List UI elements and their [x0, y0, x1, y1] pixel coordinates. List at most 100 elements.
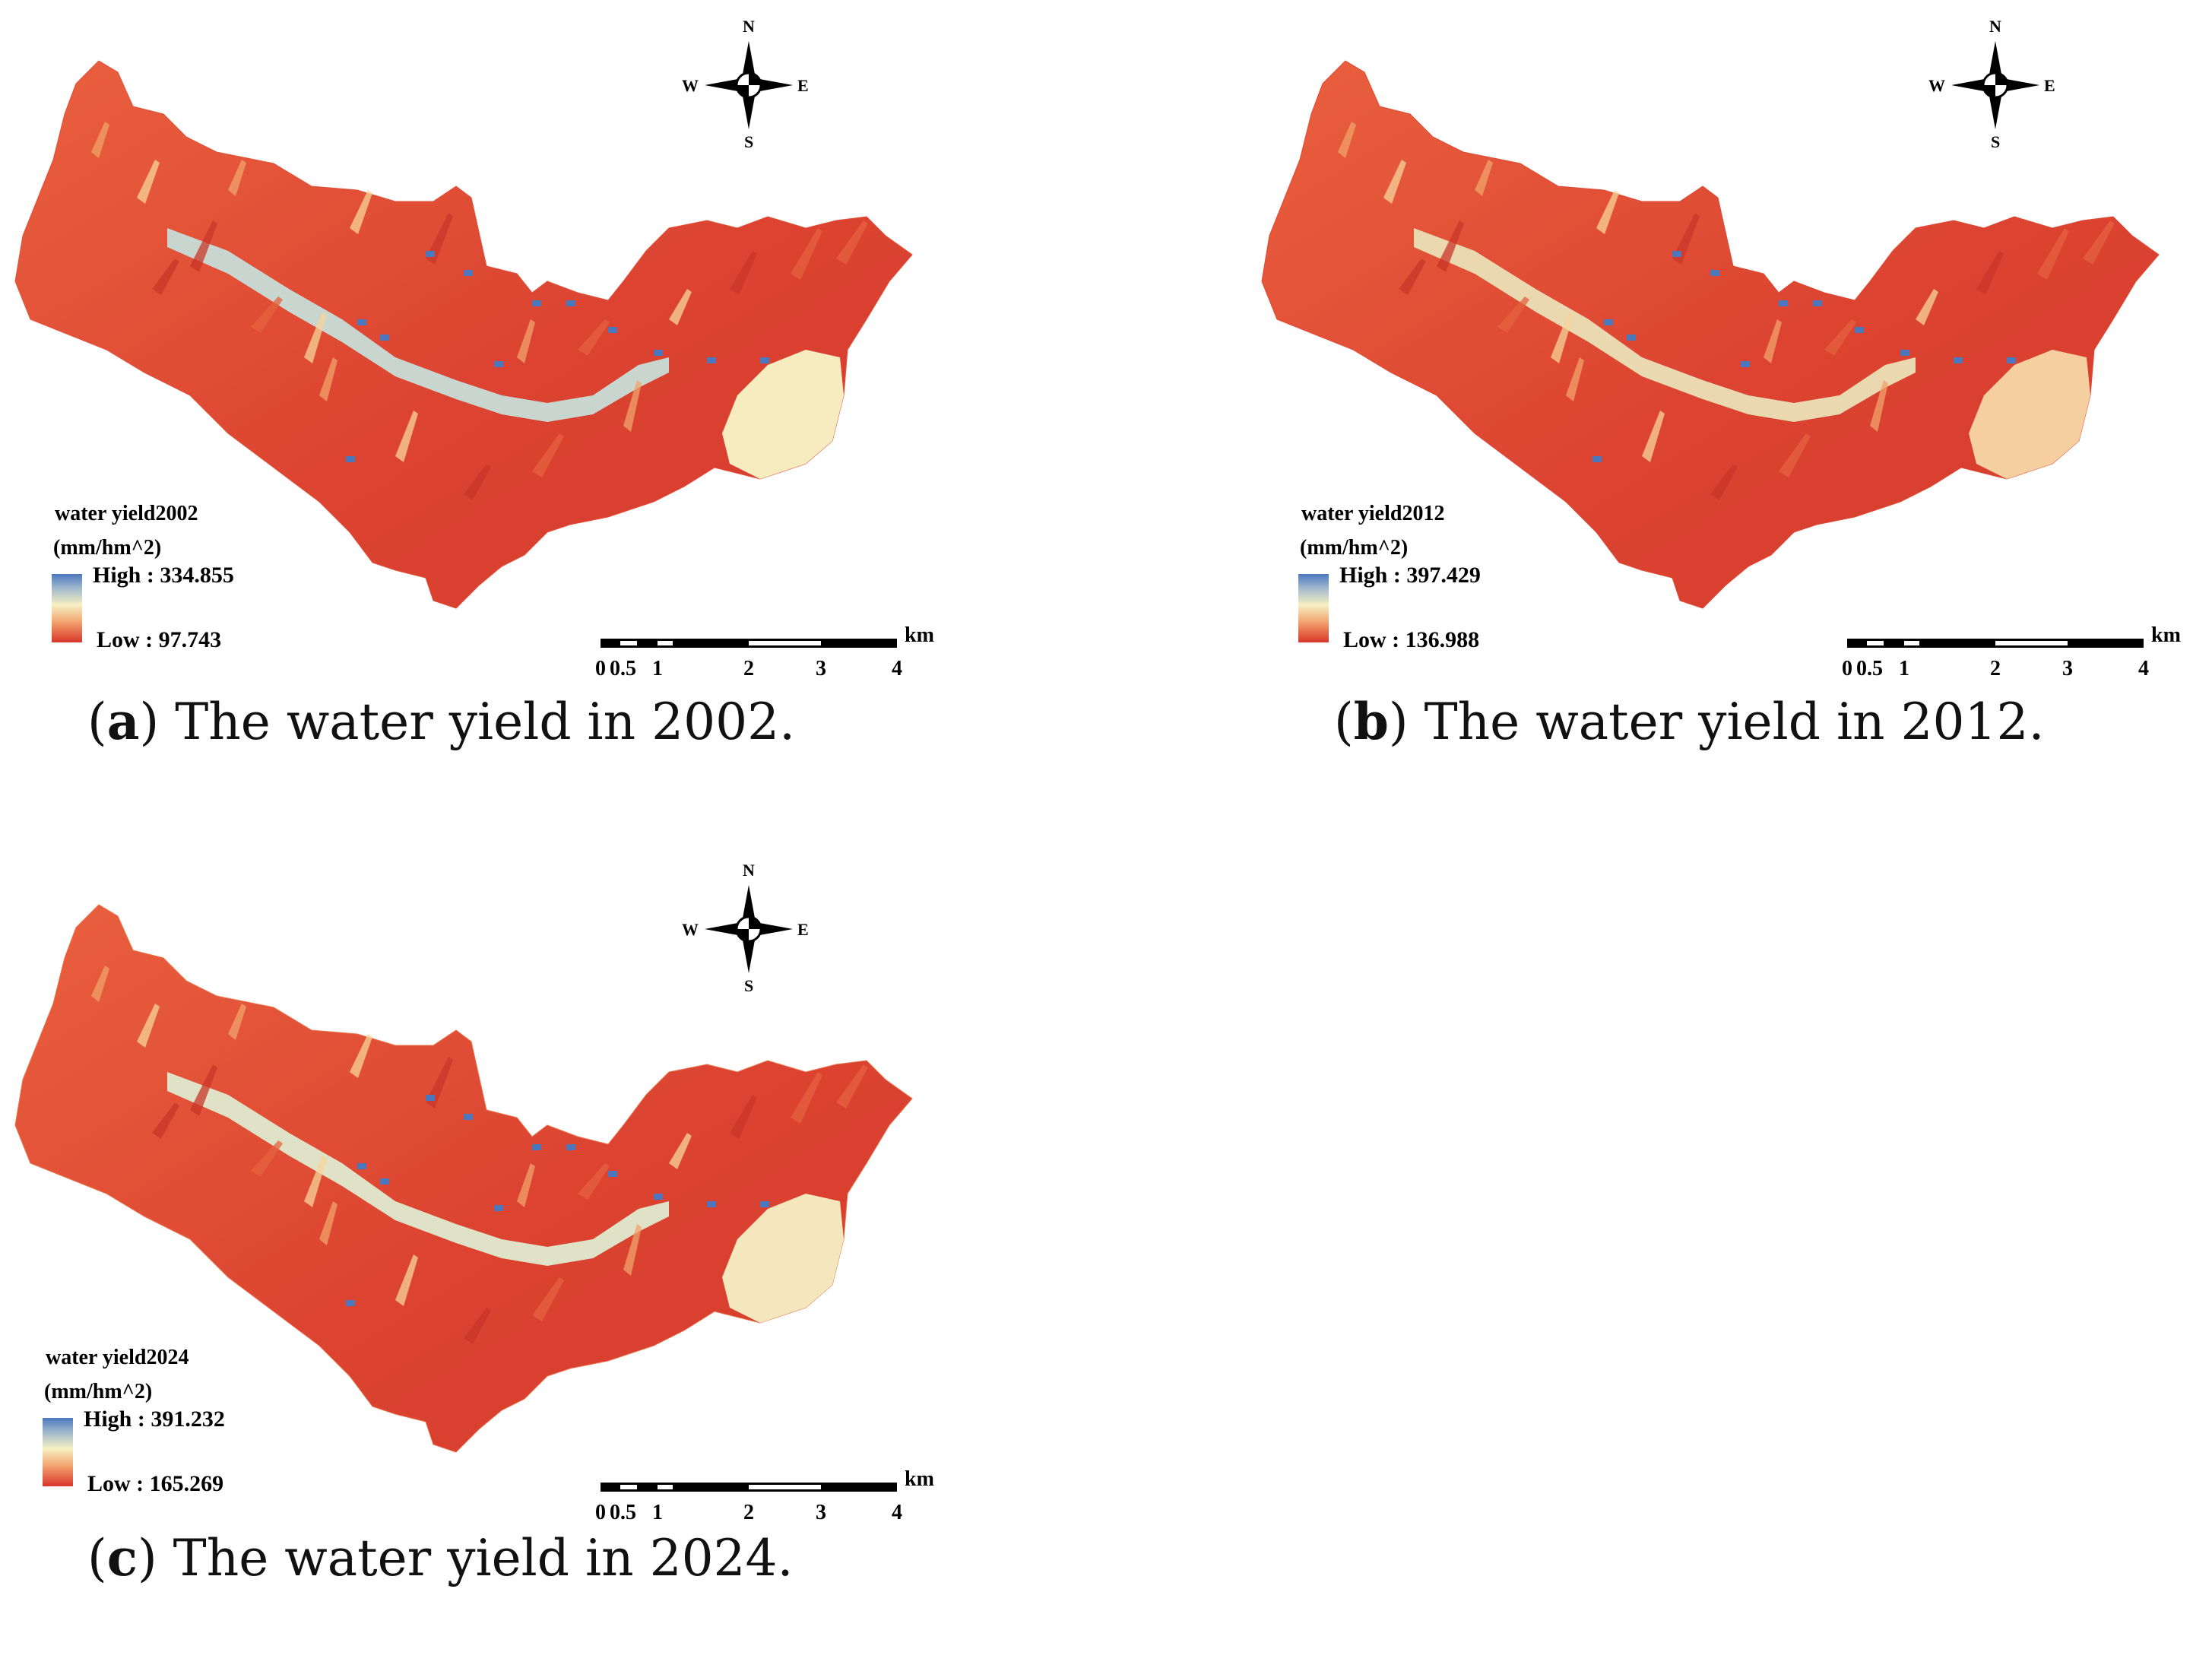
- terrain-streak: [836, 1064, 868, 1108]
- legend-low-value: Low : 165.269: [87, 1471, 224, 1496]
- water-body: [1741, 361, 1750, 367]
- water-body: [1855, 327, 1864, 333]
- terrain-streak: [1338, 122, 1356, 158]
- scale-tick-label: 3: [816, 1501, 826, 1524]
- watershed-map: [1261, 41, 2160, 648]
- legend-low-value: Low : 97.743: [97, 627, 222, 652]
- map-panel-2012: water yield2012 (mm/hm^2) High : 397.429…: [1247, 0, 2212, 760]
- terrain-streak: [251, 1140, 283, 1177]
- terrain-streak: [91, 122, 109, 158]
- water-body: [464, 270, 473, 276]
- panel-caption: (c) The water yield in 2024.: [87, 1528, 794, 1587]
- terrain-streak: [1779, 433, 1811, 477]
- scale-bar: [601, 1483, 897, 1492]
- terrain-streak: [517, 319, 535, 363]
- panel-caption: (b) The water yield in 2012.: [1334, 692, 2045, 751]
- compass-east-label: E: [797, 920, 809, 939]
- terrain-streak: [190, 220, 217, 272]
- terrain-streak: [228, 1004, 246, 1040]
- terrain-streak: [1870, 380, 1888, 432]
- terrain-streak: [791, 1072, 822, 1124]
- scale-tick-label: 2: [1990, 657, 2001, 680]
- terrain-streak: [791, 228, 822, 280]
- terrain-streak: [350, 190, 372, 234]
- water-body: [380, 335, 389, 341]
- terrain-streak: [251, 297, 283, 333]
- scale-tick-label: 0.5: [1856, 657, 1883, 680]
- scale-tick-label: 1: [652, 1501, 663, 1524]
- water-body: [760, 1201, 769, 1207]
- legend-unit: (mm/hm^2): [1300, 536, 1409, 560]
- terrain-streak: [190, 1064, 217, 1116]
- scale-tick-label: 2: [743, 657, 754, 680]
- watershed-map: [14, 885, 913, 1492]
- water-body: [426, 1095, 435, 1101]
- water-body: [464, 1114, 473, 1120]
- compass-south-label: S: [1991, 132, 2001, 151]
- terrain-streak: [2083, 220, 2115, 265]
- legend-high-value: High : 391.232: [84, 1407, 225, 1432]
- water-body: [346, 1300, 355, 1306]
- water-body: [1627, 335, 1636, 341]
- legend-unit: (mm/hm^2): [44, 1380, 153, 1403]
- terrain-streak: [152, 1102, 179, 1139]
- terrain-streak: [304, 1156, 327, 1207]
- water-body: [608, 327, 617, 333]
- scale-tick-label: 1: [652, 657, 663, 680]
- scale-tick-label: 0.5: [610, 1501, 636, 1524]
- water-body: [1779, 300, 1788, 306]
- map-panel-2024: water yield2024 (mm/hm^2) High : 391.232…: [0, 844, 988, 1604]
- scale-unit-label: km: [905, 623, 934, 647]
- terrain-streak: [1497, 297, 1529, 333]
- terrain-streak: [1399, 258, 1426, 295]
- water-body: [654, 1194, 663, 1200]
- pale-zone: [1969, 350, 2090, 479]
- water-body: [1672, 251, 1681, 257]
- watershed-area: [14, 60, 913, 609]
- terrain-streak: [669, 1133, 692, 1169]
- scale-bar: [1847, 639, 2144, 648]
- terrain-streak: [730, 1095, 757, 1139]
- pale-zone: [722, 350, 844, 479]
- terrain-streak: [1824, 319, 1856, 356]
- river-corridor: [167, 228, 669, 422]
- terrain-streak: [1916, 289, 1938, 325]
- map-panel-2002: water yield2002 (mm/hm^2) High : 334.855…: [0, 0, 988, 760]
- terrain-streak: [304, 312, 327, 363]
- water-body: [494, 1205, 503, 1211]
- legend-title: water yield2012: [1301, 502, 1445, 525]
- water-body: [380, 1178, 389, 1185]
- water-body: [1710, 270, 1719, 276]
- compass-west-label: W: [682, 76, 699, 95]
- legend-color-ramp: [43, 1418, 73, 1486]
- river-corridor: [1414, 228, 1916, 422]
- compass-east-label: E: [797, 76, 809, 95]
- legend-low-value: Low : 136.988: [1343, 627, 1480, 652]
- compass-west-label: W: [1928, 76, 1945, 95]
- terrain-streak: [350, 1034, 372, 1078]
- water-body: [707, 1201, 716, 1207]
- legend-color-ramp: [1298, 574, 1329, 642]
- terrain-streak: [1976, 251, 2004, 295]
- scale-unit-label: km: [2151, 623, 2181, 647]
- water-body: [532, 1144, 541, 1150]
- compass-north-label: N: [743, 17, 755, 36]
- compass-rose-icon: [705, 885, 793, 973]
- water-body: [1592, 456, 1602, 462]
- terrain-streak: [152, 258, 179, 295]
- water-body: [1954, 357, 1963, 363]
- legend-high-value: High : 397.429: [1339, 563, 1481, 588]
- terrain-streak: [464, 1308, 491, 1344]
- terrain-streak: [532, 1277, 564, 1321]
- terrain-streak: [228, 160, 246, 196]
- terrain-streak: [2037, 228, 2069, 280]
- water-body: [760, 357, 769, 363]
- terrain-streak: [1551, 312, 1573, 363]
- terrain-streak: [395, 1254, 418, 1306]
- water-body: [1604, 319, 1613, 325]
- scale-tick-label: 0: [1842, 657, 1852, 680]
- terrain-streak: [319, 357, 338, 401]
- terrain-streak: [464, 464, 491, 500]
- water-body: [707, 357, 716, 363]
- compass-rose-icon: [705, 41, 793, 129]
